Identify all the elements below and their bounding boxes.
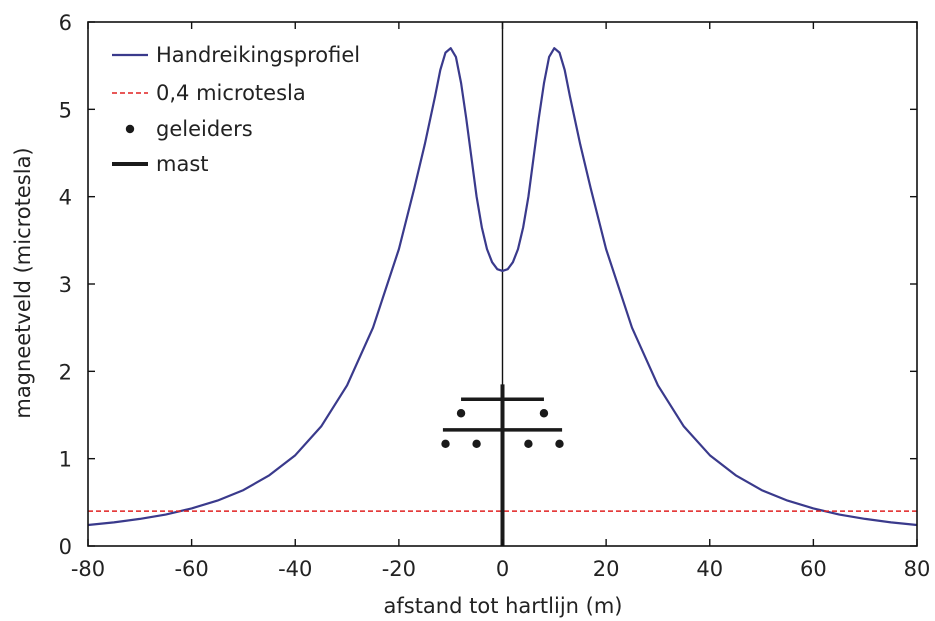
y-tick-label: 5 bbox=[59, 98, 72, 122]
legend-label: 0,4 microtesla bbox=[156, 81, 306, 105]
x-axis-title: afstand tot hartlijn (m) bbox=[384, 594, 623, 618]
x-tick-label: 60 bbox=[800, 557, 827, 581]
series-line-handreikingsprofiel bbox=[87, 47, 918, 527]
legend-label: geleiders bbox=[156, 117, 253, 141]
conductor-point bbox=[524, 439, 533, 449]
y-axis-title: magneetveld (microtesla) bbox=[11, 147, 35, 418]
x-tick-label: 40 bbox=[696, 557, 723, 581]
x-tick-label: -40 bbox=[278, 557, 312, 581]
plot-area bbox=[87, 22, 918, 546]
x-tick-label: 80 bbox=[904, 557, 931, 581]
conductor-point bbox=[441, 439, 450, 449]
conductor-point bbox=[456, 409, 466, 418]
y-tick-label: 6 bbox=[59, 11, 72, 35]
axes: -80 -60 -40 -20 0 20 40 60 80 0 1 2 3 4 5 6 bbox=[59, 11, 931, 581]
y-tick-label: 3 bbox=[59, 273, 72, 297]
x-tick-label: -20 bbox=[382, 557, 416, 581]
legend-swatch-marker bbox=[125, 124, 135, 134]
y-tick-label: 2 bbox=[59, 360, 72, 384]
y-tick-label: 4 bbox=[59, 186, 72, 210]
x-tick-label: 0 bbox=[496, 557, 509, 581]
x-tick-label: -80 bbox=[71, 557, 105, 581]
x-tick-label: -60 bbox=[174, 557, 208, 581]
y-tick-label: 0 bbox=[59, 535, 72, 559]
legend-label: Handreikingsprofiel bbox=[156, 43, 360, 67]
y-tick-label: 1 bbox=[59, 448, 72, 472]
conductor-point bbox=[539, 409, 549, 418]
legend: Handreikingsprofiel 0,4 microtesla geleide… bbox=[112, 43, 360, 176]
conductor-point bbox=[555, 439, 564, 449]
legend-label: mast bbox=[156, 152, 209, 176]
x-tick-label: 20 bbox=[593, 557, 620, 581]
conductor-point bbox=[472, 439, 481, 449]
